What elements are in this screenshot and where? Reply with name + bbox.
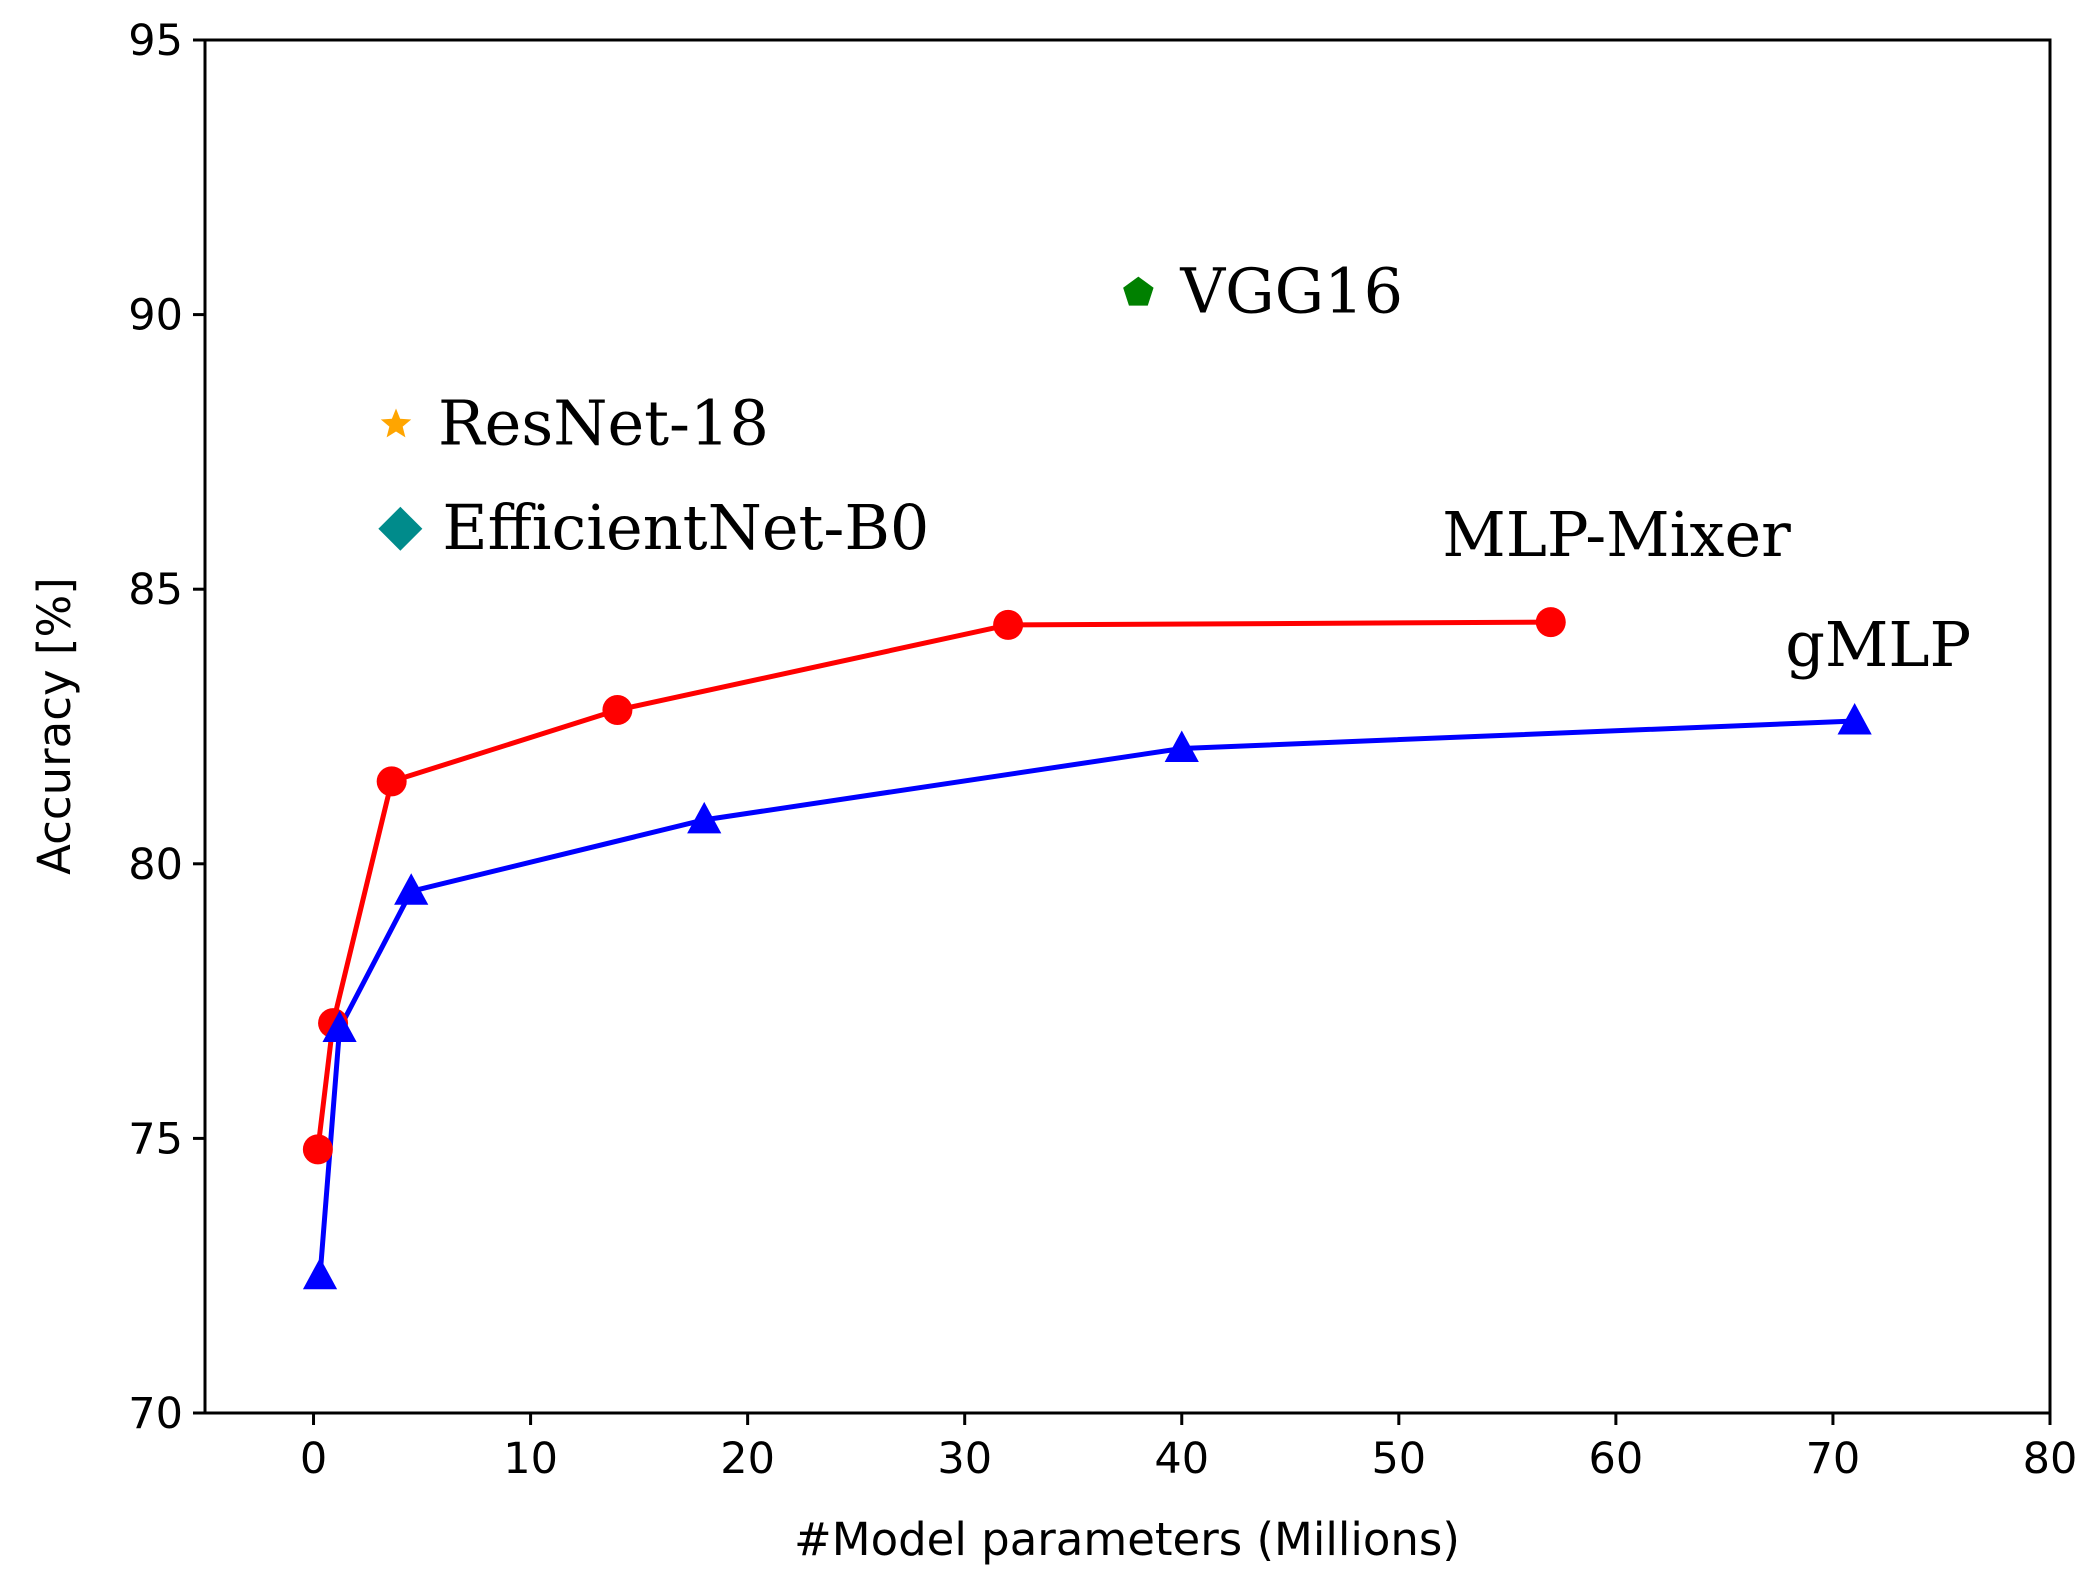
y-axis-ticks: 70 75 80 85 90 95	[128, 16, 205, 1439]
vgg16-marker	[1123, 276, 1154, 306]
series-lines	[315, 619, 1855, 1276]
efficientnet-b0-marker	[378, 506, 423, 551]
x-tick-label: 0	[300, 1434, 327, 1484]
resnet-18-label: ResNet-18	[438, 386, 769, 459]
series-markers	[302, 607, 1872, 1290]
y-tick-label: 85	[128, 565, 183, 615]
gmlp-point	[302, 1257, 338, 1290]
x-tick-label: 30	[937, 1434, 992, 1484]
x-axis-title: #Model parameters (Millions)	[794, 1513, 1460, 1566]
gmlp-point	[687, 801, 722, 834]
gmlp-line	[317, 718, 1855, 1276]
gmlp-point	[1837, 703, 1872, 735]
x-tick-label: 50	[1371, 1434, 1426, 1484]
mlp-mixer-point	[302, 1134, 333, 1165]
x-tick-label: 80	[2023, 1434, 2078, 1484]
plot-frame	[203, 38, 2052, 1415]
efficientnet-b0-label: EfficientNet-B0	[442, 491, 929, 564]
x-tick-label: 70	[1806, 1434, 1861, 1484]
annotations: MLP-Mixer gMLP	[1442, 498, 1971, 681]
y-tick-label: 70	[128, 1389, 183, 1439]
x-tick-label: 20	[720, 1434, 775, 1484]
gmlp-point	[1164, 730, 1199, 762]
x-axis-ticks: 0 10 20 30 40 50 60 70 80	[300, 1413, 2078, 1484]
mlp-mixer-point	[602, 695, 633, 726]
mlp-mixer-point	[376, 766, 407, 797]
gmlp-point	[394, 873, 429, 905]
mlp-mixer-annotation: MLP-Mixer	[1442, 498, 1791, 571]
mlp-mixer-point	[993, 609, 1024, 640]
vgg16-label: VGG16	[1179, 255, 1403, 328]
y-tick-label: 95	[128, 16, 183, 66]
mlp-mixer-point	[1535, 607, 1566, 638]
x-tick-label: 40	[1154, 1434, 1209, 1484]
y-tick-label: 90	[128, 291, 183, 341]
x-tick-label: 60	[1589, 1434, 1644, 1484]
gmlp-annotation: gMLP	[1785, 608, 1971, 681]
y-axis-title: Accuracy [%]	[28, 577, 81, 875]
x-tick-label: 10	[503, 1434, 558, 1484]
reference-points: VGG16 ResNet-18 EfficientNet-B0	[378, 255, 1403, 564]
y-tick-label: 75	[128, 1114, 183, 1164]
mlp-mixer-line	[315, 619, 1551, 1150]
resnet-18-marker	[380, 408, 412, 438]
gmlp-point	[322, 1010, 357, 1043]
y-tick-label: 80	[128, 840, 183, 890]
